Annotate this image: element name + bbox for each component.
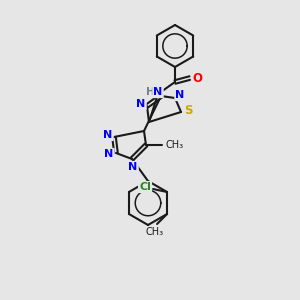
Text: CH₃: CH₃: [166, 140, 184, 150]
Text: N: N: [103, 130, 112, 140]
Text: O: O: [192, 71, 202, 85]
Text: S: S: [184, 103, 192, 116]
Text: N: N: [136, 99, 146, 109]
Text: N: N: [153, 87, 163, 97]
Text: N: N: [176, 90, 184, 100]
Text: H: H: [146, 87, 154, 97]
Text: N: N: [128, 162, 138, 172]
Text: Cl: Cl: [139, 182, 151, 192]
Text: N: N: [104, 149, 114, 159]
Text: CH₃: CH₃: [146, 227, 164, 237]
